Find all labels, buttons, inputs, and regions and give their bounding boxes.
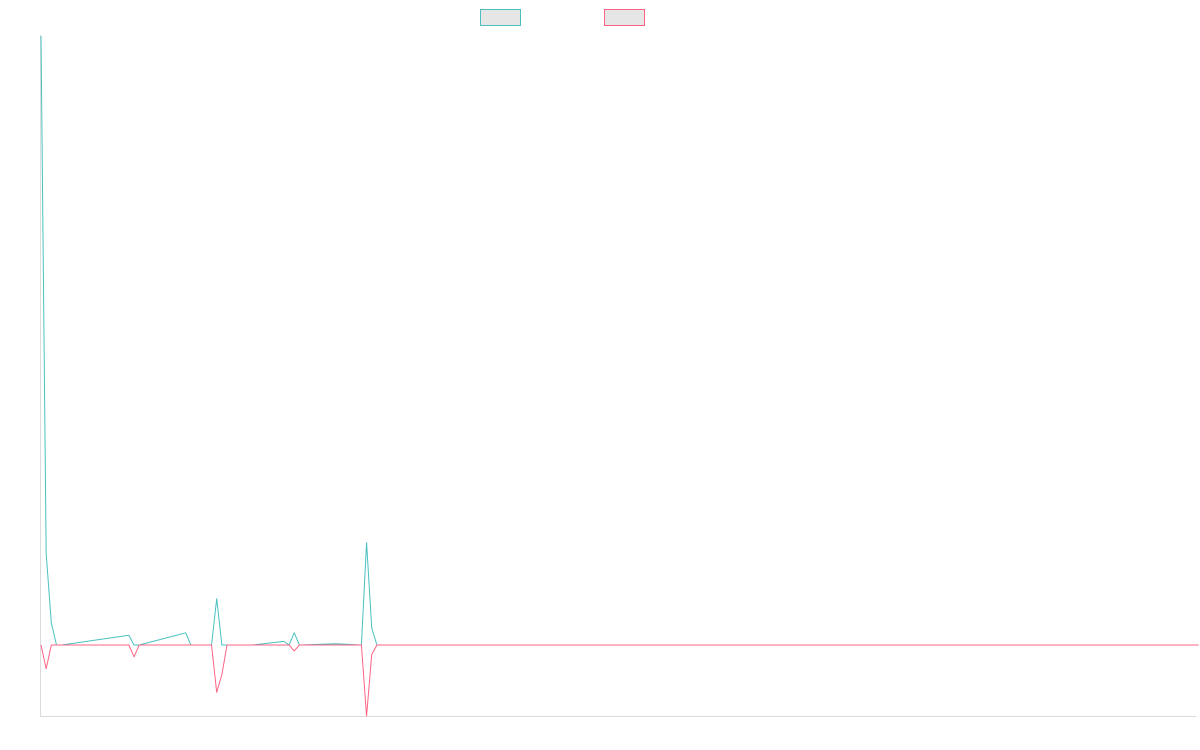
plot-frame xyxy=(40,35,1196,717)
legend[interactable] xyxy=(480,9,645,26)
series-layer xyxy=(40,35,1199,717)
legend-swatch-1[interactable] xyxy=(480,9,521,26)
axes xyxy=(40,35,1196,717)
series-line-1 xyxy=(40,35,1199,646)
series-line-2 xyxy=(40,644,1199,717)
legend-swatch-2[interactable] xyxy=(604,9,645,26)
